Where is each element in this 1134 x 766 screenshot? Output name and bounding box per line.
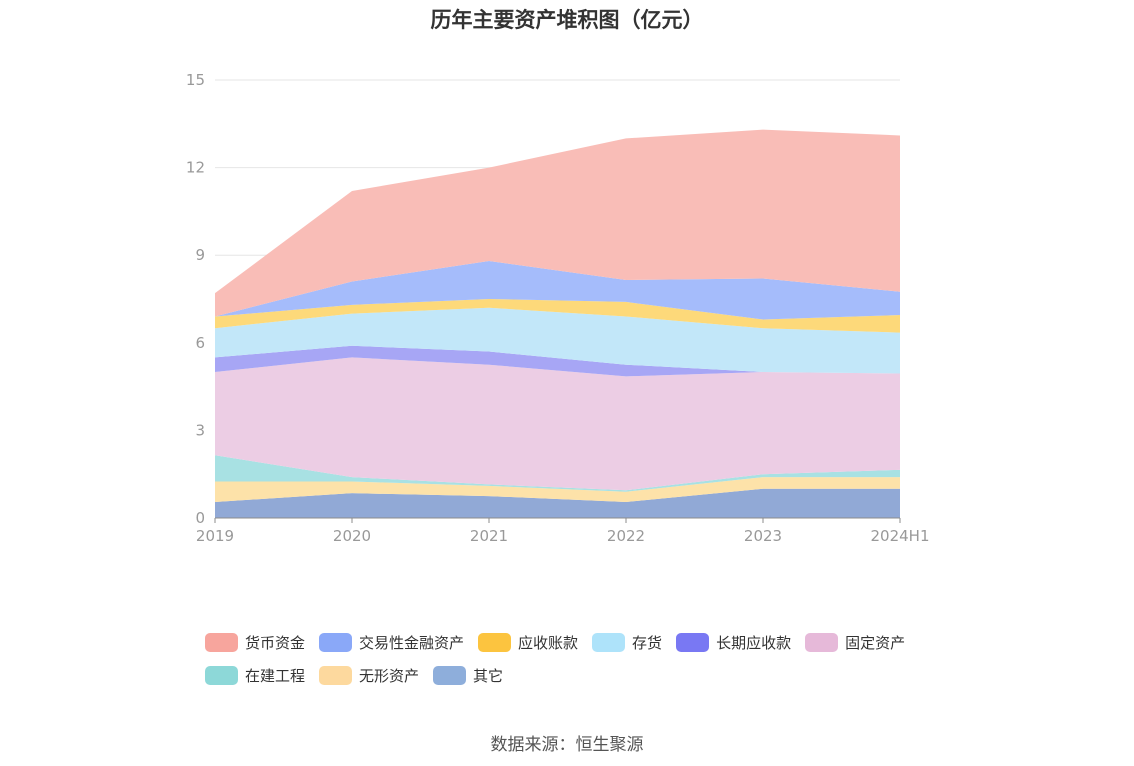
legend-label: 应收账款 (518, 633, 579, 652)
area-series-应收账款 (215, 299, 900, 333)
legend-item[interactable]: 在建工程 (205, 665, 305, 685)
legend-item[interactable]: 应收账款 (478, 632, 578, 652)
area-series-其它 (215, 488, 900, 518)
y-tick-label: 15 (186, 71, 205, 89)
legend-label: 存货 (632, 633, 663, 652)
data-source: 数据来源：恒生聚源 (490, 735, 644, 755)
legend-item[interactable]: 交易性金融资产 (319, 632, 464, 652)
legend-item[interactable]: 长期应收款 (676, 632, 791, 652)
legend-swatch (319, 632, 353, 652)
legend-label: 固定资产 (845, 633, 906, 652)
area-series-存货 (215, 307, 900, 374)
legend-swatch (433, 665, 467, 685)
x-tick-label: 2023 (744, 527, 782, 545)
legend-label: 货币资金 (245, 633, 306, 652)
area-series-在建工程 (215, 455, 900, 492)
chart-title: 历年主要资产堆积图（亿元） (430, 8, 704, 32)
y-tick-label: 12 (186, 159, 205, 177)
x-tick-label: 2022 (607, 527, 645, 545)
legend-label: 无形资产 (359, 666, 420, 685)
area-series-固定资产 (215, 357, 900, 491)
legend-label: 在建工程 (245, 666, 306, 685)
area-series-长期应收款 (215, 345, 900, 377)
area-series-交易性金融资产 (215, 261, 900, 320)
area-series-无形资产 (215, 477, 900, 502)
x-tick-label: 2019 (196, 527, 234, 545)
legend-swatch (478, 632, 512, 652)
legend-item[interactable]: 存货 (592, 632, 662, 652)
legend-item[interactable]: 货币资金 (205, 632, 305, 652)
y-tick-label: 0 (195, 509, 205, 527)
legend-item[interactable]: 无形资产 (319, 665, 419, 685)
legend-label: 交易性金融资产 (359, 633, 465, 652)
x-tick-label: 2024H1 (871, 527, 930, 545)
legend-label: 其它 (473, 666, 504, 685)
legend-swatch (676, 632, 710, 652)
legend-swatch (319, 665, 353, 685)
legend-item[interactable]: 其它 (433, 665, 503, 685)
area-series-货币资金 (215, 129, 900, 317)
x-tick-label: 2020 (333, 527, 371, 545)
legend-swatch (805, 632, 839, 652)
legend-swatch (205, 665, 238, 685)
y-tick-label: 6 (195, 334, 205, 352)
y-tick-label: 9 (195, 246, 205, 264)
x-tick-label: 2021 (470, 527, 508, 545)
legend-swatch (592, 632, 626, 652)
legend-label: 长期应收款 (716, 633, 792, 652)
legend-swatch (205, 632, 238, 652)
chart-legend: 货币资金 交易性金融资产 应收账款 存货 长期应收款 固定资产在建工程 无形资产 其它 (205, 632, 965, 685)
legend-item[interactable]: 固定资产 (805, 632, 905, 652)
y-tick-label: 3 (195, 421, 205, 439)
